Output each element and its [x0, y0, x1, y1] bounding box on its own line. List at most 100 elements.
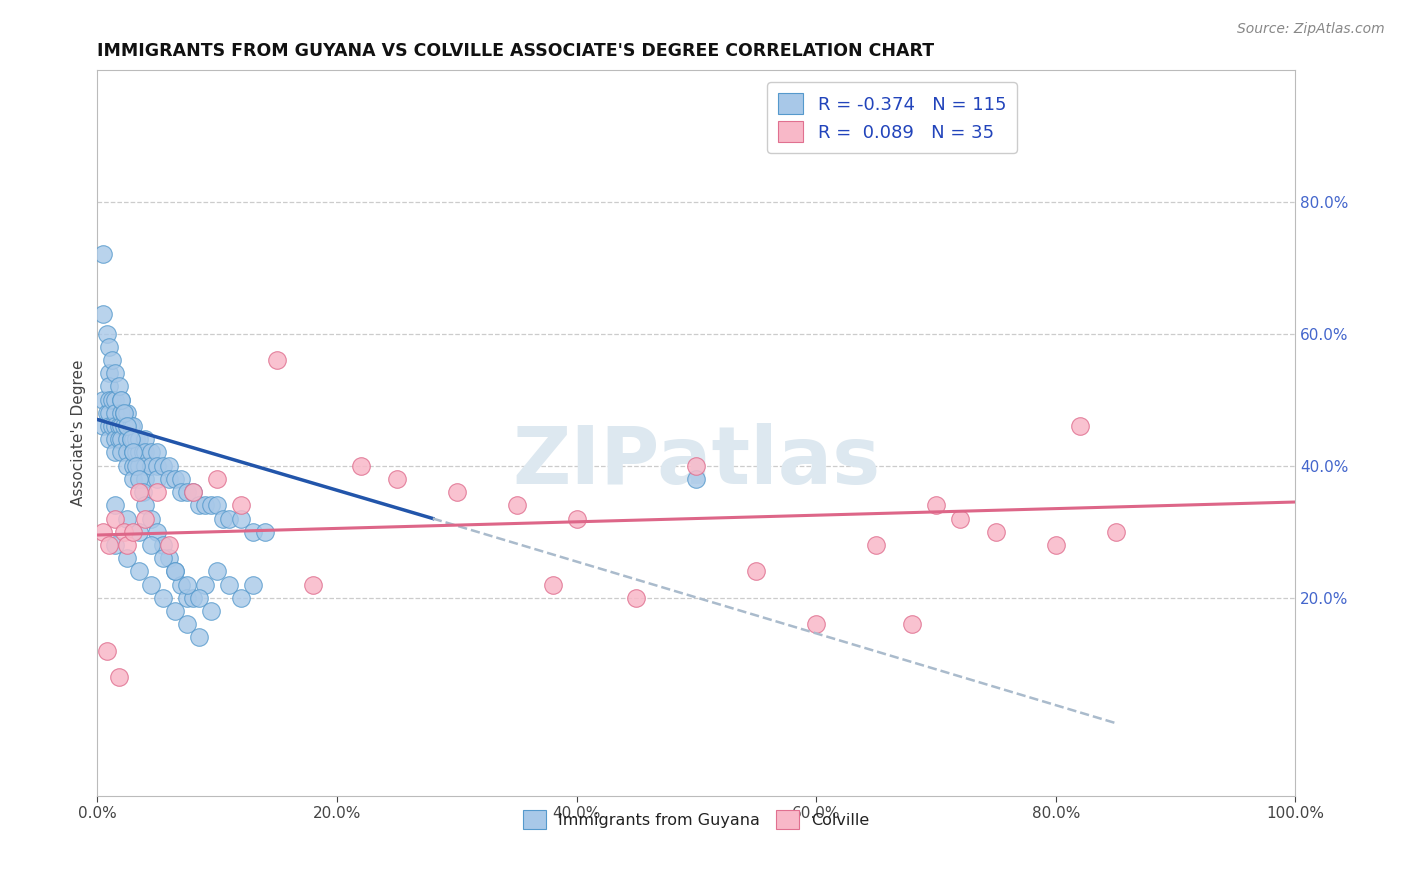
Point — [93, 524, 115, 539]
Point — [188, 591, 211, 605]
Point — [170, 577, 193, 591]
Point — [104, 432, 127, 446]
Point — [134, 458, 156, 473]
Point — [104, 406, 127, 420]
Point — [242, 577, 264, 591]
Point — [146, 485, 169, 500]
Point — [98, 538, 121, 552]
Point — [120, 432, 142, 446]
Point — [104, 538, 127, 552]
Point — [134, 472, 156, 486]
Point — [565, 511, 588, 525]
Point — [98, 432, 121, 446]
Point — [117, 432, 139, 446]
Point — [157, 551, 180, 566]
Point — [165, 564, 187, 578]
Point — [117, 551, 139, 566]
Point — [181, 485, 204, 500]
Point — [134, 511, 156, 525]
Point — [122, 472, 145, 486]
Point — [229, 498, 252, 512]
Text: IMMIGRANTS FROM GUYANA VS COLVILLE ASSOCIATE'S DEGREE CORRELATION CHART: IMMIGRANTS FROM GUYANA VS COLVILLE ASSOC… — [97, 42, 935, 60]
Point — [188, 630, 211, 644]
Point — [181, 485, 204, 500]
Point — [93, 419, 115, 434]
Point — [188, 498, 211, 512]
Point — [165, 564, 187, 578]
Point — [141, 458, 163, 473]
Point — [110, 392, 132, 407]
Point — [122, 445, 145, 459]
Point — [98, 392, 121, 407]
Point — [181, 591, 204, 605]
Point — [176, 591, 198, 605]
Point — [93, 307, 115, 321]
Point — [141, 538, 163, 552]
Point — [120, 432, 142, 446]
Point — [117, 538, 139, 552]
Point — [128, 432, 150, 446]
Point — [100, 392, 122, 407]
Point — [541, 577, 564, 591]
Point — [218, 511, 240, 525]
Legend: Immigrants from Guyana, Colville: Immigrants from Guyana, Colville — [517, 804, 876, 835]
Point — [117, 419, 139, 434]
Point — [104, 445, 127, 459]
Point — [146, 458, 169, 473]
Point — [134, 445, 156, 459]
Point — [93, 247, 115, 261]
Point — [128, 485, 150, 500]
Point — [806, 617, 828, 632]
Point — [117, 406, 139, 420]
Point — [745, 564, 768, 578]
Point — [128, 458, 150, 473]
Point — [96, 326, 118, 341]
Point — [122, 524, 145, 539]
Point — [152, 551, 174, 566]
Point — [117, 445, 139, 459]
Point — [242, 524, 264, 539]
Point — [108, 419, 131, 434]
Point — [505, 498, 527, 512]
Point — [157, 538, 180, 552]
Point — [194, 498, 217, 512]
Point — [254, 524, 277, 539]
Point — [1045, 538, 1067, 552]
Point — [1069, 419, 1091, 434]
Point — [125, 445, 148, 459]
Point — [146, 472, 169, 486]
Point — [141, 445, 163, 459]
Point — [165, 604, 187, 618]
Point — [200, 604, 222, 618]
Point — [949, 511, 972, 525]
Point — [385, 472, 408, 486]
Point — [110, 406, 132, 420]
Point — [104, 366, 127, 380]
Point — [229, 591, 252, 605]
Point — [98, 419, 121, 434]
Point — [350, 458, 373, 473]
Point — [110, 445, 132, 459]
Point — [96, 406, 118, 420]
Point — [117, 511, 139, 525]
Point — [200, 498, 222, 512]
Point — [212, 511, 235, 525]
Point — [108, 379, 131, 393]
Point — [132, 445, 155, 459]
Point — [146, 524, 169, 539]
Point — [98, 379, 121, 393]
Point — [128, 472, 150, 486]
Point — [176, 617, 198, 632]
Point — [152, 538, 174, 552]
Point — [446, 485, 468, 500]
Point — [176, 577, 198, 591]
Point — [104, 498, 127, 512]
Point — [141, 511, 163, 525]
Point — [96, 643, 118, 657]
Point — [146, 445, 169, 459]
Point — [110, 392, 132, 407]
Point — [100, 419, 122, 434]
Point — [194, 577, 217, 591]
Point — [120, 419, 142, 434]
Point — [152, 458, 174, 473]
